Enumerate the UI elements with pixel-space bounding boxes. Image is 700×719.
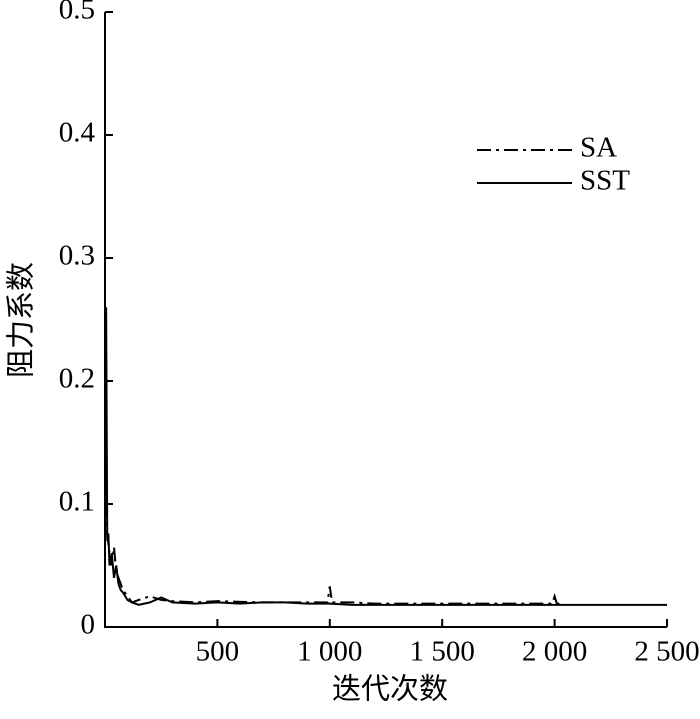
y-tick-label: 0.2 bbox=[59, 363, 95, 395]
y-tick-label: 0.4 bbox=[59, 117, 96, 149]
x-tick-label: 2 500 bbox=[634, 636, 699, 668]
y-tick-label: 0.3 bbox=[59, 240, 95, 272]
axes bbox=[104, 12, 667, 628]
y-axis-label: 阻力系数 bbox=[5, 262, 38, 378]
series-line bbox=[104, 307, 667, 606]
x-tick-label: 2 000 bbox=[522, 636, 587, 668]
x-tick-label: 1 500 bbox=[410, 636, 475, 668]
series-line bbox=[104, 503, 562, 605]
legend-label: SST bbox=[580, 165, 630, 197]
x-tick-label: 500 bbox=[196, 636, 240, 668]
y-tick-label: 0.5 bbox=[59, 0, 95, 26]
legend-label: SA bbox=[580, 132, 617, 164]
x-tick-label: 1 000 bbox=[297, 636, 362, 668]
y-tick-label: 0 bbox=[81, 609, 96, 641]
x-axis-label: 迭代次数 bbox=[332, 673, 448, 706]
y-tick-label: 0.1 bbox=[59, 486, 95, 518]
